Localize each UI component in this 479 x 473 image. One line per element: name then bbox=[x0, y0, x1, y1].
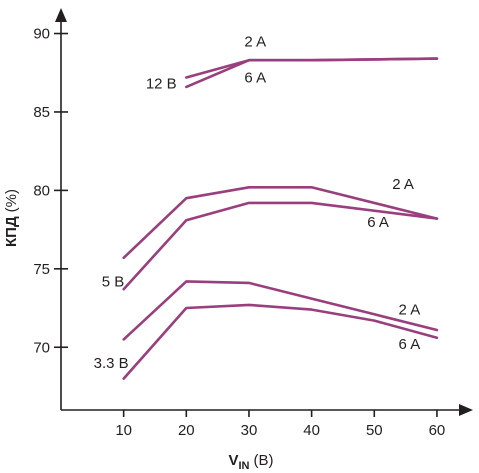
ticks: 10 20 30 40 50 60 70 75 80 85 90 bbox=[33, 26, 445, 439]
x-tick-label: 20 bbox=[178, 422, 195, 439]
x-tick-label: 40 bbox=[303, 422, 320, 439]
series-label: 6 A bbox=[367, 214, 389, 231]
x-tick-label: 60 bbox=[429, 422, 446, 439]
series-line bbox=[122, 201, 439, 291]
series-label: 12 В bbox=[146, 76, 177, 93]
curves bbox=[122, 57, 439, 380]
series-line bbox=[122, 186, 439, 260]
x-tick-label: 30 bbox=[241, 422, 258, 439]
series-line bbox=[122, 280, 439, 341]
y-tick-label: 80 bbox=[33, 182, 50, 199]
y-tick-label: 75 bbox=[33, 261, 50, 278]
series-line bbox=[122, 303, 439, 380]
series-label: 2 A bbox=[244, 33, 266, 50]
y-tick-label: 70 bbox=[33, 339, 50, 356]
x-tick-label: 50 bbox=[366, 422, 383, 439]
x-axis-arrow bbox=[459, 404, 473, 416]
series-label: 6 A bbox=[244, 69, 266, 86]
y-axis-title: КПД(%) bbox=[3, 189, 20, 247]
labels: 2 A 6 A 12 В 2 A 6 A 5 В 2 A 6 A 3.3 В bbox=[94, 33, 421, 372]
x-axis-title: VIN (В) bbox=[228, 452, 273, 472]
x-tick-label: 10 bbox=[115, 422, 132, 439]
series-label: 3.3 В bbox=[94, 355, 129, 372]
series-line bbox=[185, 57, 439, 89]
y-axis-arrow bbox=[55, 8, 67, 22]
axes bbox=[55, 8, 473, 416]
series-label: 2 A bbox=[392, 176, 414, 193]
series-label: 5 В bbox=[102, 273, 125, 290]
y-tick-label: 90 bbox=[33, 26, 50, 43]
series-label: 2 A bbox=[399, 302, 421, 319]
series-label: 6 A bbox=[399, 336, 421, 353]
y-tick-label: 85 bbox=[33, 104, 50, 121]
